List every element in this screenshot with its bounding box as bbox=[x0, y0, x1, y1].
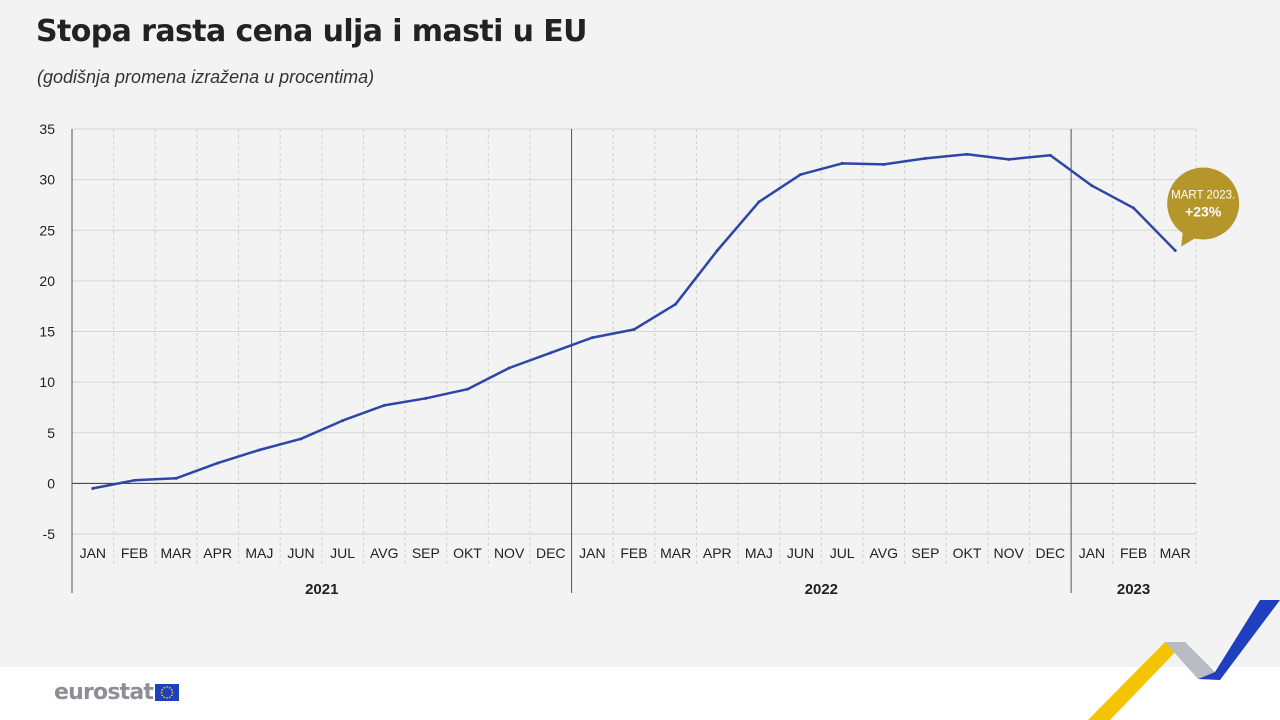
x-tick-label: SEP bbox=[911, 545, 939, 561]
data-point bbox=[1132, 206, 1136, 210]
data-point bbox=[674, 302, 678, 306]
data-point bbox=[632, 327, 636, 331]
x-tick-label: APR bbox=[703, 545, 732, 561]
x-tick-label: APR bbox=[203, 545, 232, 561]
data-point bbox=[341, 419, 345, 423]
data-point bbox=[174, 476, 178, 480]
data-point bbox=[840, 161, 844, 165]
y-tick-label: 30 bbox=[39, 172, 55, 188]
x-tick-label: MAR bbox=[1160, 545, 1191, 561]
x-tick-label: MAR bbox=[660, 545, 691, 561]
data-point bbox=[715, 249, 719, 252]
x-tick-label: FEB bbox=[620, 545, 647, 561]
line-chart: -5 0 5 10 15 20 25 30 35 JAN FEB MAR APR MAJ JUN JUL AVG… bbox=[39, 121, 1240, 598]
data-point bbox=[1007, 157, 1011, 161]
data-point bbox=[757, 200, 761, 204]
x-tick-label: JUN bbox=[787, 545, 814, 561]
x-tick-label: DEC bbox=[536, 545, 566, 561]
x-tick-label: NOV bbox=[993, 545, 1024, 561]
data-point bbox=[132, 478, 136, 482]
y-tick-label: 25 bbox=[39, 222, 55, 238]
x-tick-label: MAR bbox=[161, 545, 192, 561]
x-tick-label: JUN bbox=[287, 545, 314, 561]
data-point bbox=[257, 448, 261, 452]
x-tick-label: JAN bbox=[80, 545, 106, 561]
data-point bbox=[1173, 249, 1177, 252]
footer-bar bbox=[0, 667, 1280, 720]
year-label: 2022 bbox=[805, 581, 838, 598]
callout-bubble bbox=[1167, 167, 1240, 240]
x-tick-label: AVG bbox=[370, 545, 399, 561]
x-tick-label: SEP bbox=[412, 545, 440, 561]
y-tick-label: 5 bbox=[47, 425, 55, 441]
data-point bbox=[216, 461, 220, 465]
data-point bbox=[465, 387, 469, 391]
x-tick-label: OKT bbox=[953, 545, 982, 561]
x-tick-label: JUL bbox=[830, 545, 855, 561]
y-tick-label: 0 bbox=[47, 475, 55, 491]
y-tick-label: 35 bbox=[39, 121, 55, 137]
y-tick-label: 10 bbox=[39, 374, 55, 390]
y-tick-label: -5 bbox=[43, 526, 56, 542]
x-tick-label: MAJ bbox=[245, 545, 273, 561]
x-tick-label: JAN bbox=[1079, 545, 1105, 561]
brand-swoosh-graphic bbox=[1088, 600, 1280, 720]
data-point bbox=[424, 396, 428, 400]
x-tick-label: AVG bbox=[870, 545, 899, 561]
chart-subtitle: (godišnja promena izražena u procentima) bbox=[37, 67, 375, 87]
callout-value: +23% bbox=[1185, 204, 1222, 220]
eu-flag-icon bbox=[155, 684, 180, 701]
x-tick-label: MAJ bbox=[745, 545, 773, 561]
year-label: 2021 bbox=[305, 581, 338, 598]
data-point bbox=[590, 336, 594, 340]
chart-title: Stopa rasta cena ulja i masti u EU bbox=[36, 14, 587, 49]
data-point bbox=[1090, 184, 1094, 188]
x-tick-label: NOV bbox=[494, 545, 525, 561]
data-point bbox=[923, 156, 927, 160]
data-point bbox=[882, 162, 886, 166]
data-point bbox=[507, 366, 511, 370]
data-point bbox=[1048, 153, 1052, 157]
data-point bbox=[382, 403, 386, 407]
x-tick-label: JAN bbox=[579, 545, 605, 561]
x-tick-label: FEB bbox=[1120, 545, 1147, 561]
y-tick-label: 20 bbox=[39, 273, 55, 289]
callout-label: MART 2023. bbox=[1171, 190, 1235, 202]
year-label: 2023 bbox=[1117, 581, 1150, 598]
x-tick-label: OKT bbox=[453, 545, 482, 561]
x-tick-label: DEC bbox=[1036, 545, 1066, 561]
eurostat-logo: eurostat bbox=[54, 680, 180, 705]
x-tick-label: FEB bbox=[121, 545, 148, 561]
x-tick-label: JUL bbox=[330, 545, 355, 561]
y-tick-label: 15 bbox=[39, 324, 55, 340]
data-point bbox=[965, 152, 969, 156]
series-line bbox=[91, 153, 1177, 490]
data-point bbox=[91, 486, 95, 490]
data-point bbox=[549, 351, 553, 355]
data-point bbox=[799, 173, 803, 177]
logo-text: eurostat bbox=[54, 680, 154, 705]
data-point bbox=[299, 437, 303, 441]
